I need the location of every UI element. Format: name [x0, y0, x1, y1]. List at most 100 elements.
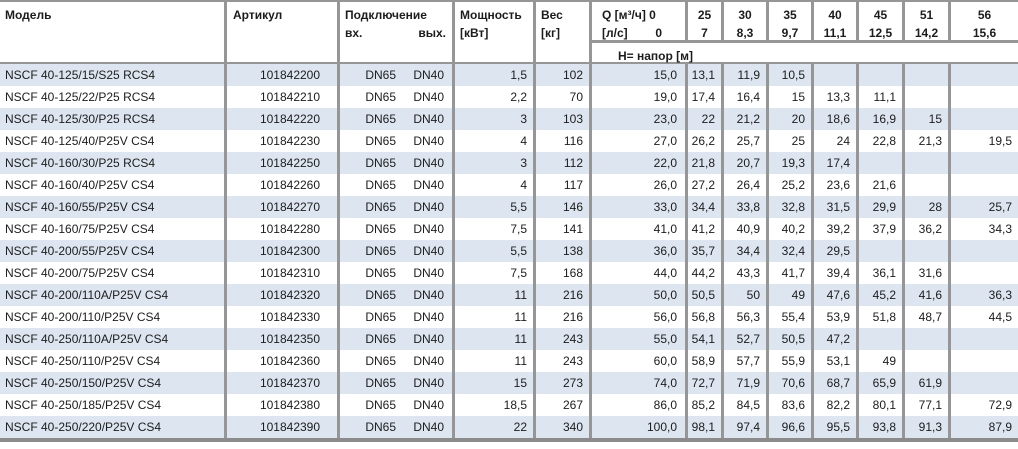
inlet-cell: DN65: [365, 244, 396, 258]
model-cell: NSCF 40-250/110A/P25V CS4: [0, 328, 227, 350]
outlet-cell: DN40: [398, 174, 455, 196]
inlet-cell: DN65: [365, 310, 396, 324]
flow-m3h-value: 40: [828, 8, 842, 22]
head-q0-cell: 74,0: [592, 372, 688, 394]
weight-cell: 273: [536, 372, 592, 394]
table-row: NSCF 40-160/40/P25V CS4 101842260 DN65 D…: [0, 174, 1018, 196]
outlet-cell: DN40: [398, 350, 455, 372]
head-q51-cell: 48,7: [905, 306, 951, 328]
power-cell: 11: [455, 328, 536, 350]
head-q25-cell: 27,2: [688, 174, 724, 196]
head-q0-cell: 44,0: [592, 262, 688, 284]
outlet-cell: DN40: [398, 64, 455, 86]
flow-m3h-value: 56: [977, 8, 992, 22]
head-q30-cell: 25,7: [724, 130, 769, 152]
head-q35-cell: 40,2: [769, 218, 814, 240]
head-q56-cell: [951, 350, 1018, 372]
article-cell: 101842330: [227, 306, 340, 328]
col-header-weight-label: Вес: [541, 8, 563, 22]
head-q30-cell: 40,9: [724, 218, 769, 240]
article-cell: 101842370: [227, 372, 340, 394]
head-q45-cell: 11,1: [859, 86, 905, 108]
head-q51-cell: [905, 152, 951, 174]
power-cell: 7,5: [455, 262, 536, 284]
head-q56-cell: [951, 262, 1018, 284]
table-row: NSCF 40-250/110A/P25V CS4 101842350 DN65…: [0, 328, 1018, 350]
weight-cell: 243: [536, 328, 592, 350]
head-q25-cell: 34,4: [688, 196, 724, 218]
head-q30-cell: 34,4: [724, 240, 769, 262]
head-q35-cell: 41,7: [769, 262, 814, 284]
head-q56-cell: [951, 108, 1018, 130]
head-q56-cell: [951, 152, 1018, 174]
col-header-model: Модель: [0, 2, 227, 62]
power-cell: 1,5: [455, 64, 536, 86]
table-row: NSCF 40-200/75/P25V CS4 101842310 DN65 D…: [0, 262, 1018, 284]
head-q56-cell: [951, 328, 1018, 350]
col-header-connection-label: Подключение: [345, 8, 427, 22]
article-cell: 101842350: [227, 328, 340, 350]
head-q51-cell: 41,6: [905, 284, 951, 306]
flow-m3h-value: 30: [738, 8, 752, 22]
head-q0-cell: 50,0: [592, 284, 688, 306]
head-q30-cell: 20,7: [724, 152, 769, 174]
head-q45-cell: 45,2: [859, 284, 905, 306]
table-row: NSCF 40-160/30/P25 RCS4 101842250 DN65 D…: [0, 152, 1018, 174]
col-header-connection: Подключение вх. вых.: [340, 2, 455, 62]
head-q25-cell: 26,2: [688, 130, 724, 152]
head-q0-cell: 36,0: [592, 240, 688, 262]
head-q0-cell: 33,0: [592, 196, 688, 218]
col-header-flow-56: 56 15,6: [951, 2, 1018, 43]
weight-cell: 216: [536, 284, 592, 306]
head-q35-cell: 25: [769, 130, 814, 152]
flow-ls-value: 8,3: [736, 26, 754, 40]
table-row: NSCF 40-250/110/P25V CS4 101842360 DN65 …: [0, 350, 1018, 372]
head-q0-cell: 26,0: [592, 174, 688, 196]
power-cell: 4: [455, 174, 536, 196]
weight-cell: 340: [536, 416, 592, 438]
head-q45-cell: 36,1: [859, 262, 905, 284]
model-cell: NSCF 40-125/30/P25 RCS4: [0, 108, 227, 130]
head-q56-cell: 72,9: [988, 398, 1012, 412]
table-row: NSCF 40-250/220/P25V CS4 101842390 DN65 …: [0, 416, 1018, 438]
flow-ls-row: [л/с] 0: [602, 24, 662, 42]
head-q56-cell: 44,5: [988, 310, 1012, 324]
head-q30-cell: 16,4: [724, 86, 769, 108]
model-cell: NSCF 40-200/110A/P25V CS4: [0, 284, 227, 306]
head-q35-cell: 49: [769, 284, 814, 306]
head-q25-cell: 54,1: [688, 328, 724, 350]
head-q35-cell: 32,8: [769, 196, 814, 218]
col-header-weight: Вес [кг]: [536, 2, 592, 62]
head-q56-cell: [951, 64, 1018, 86]
head-q51-cell: 91,3: [905, 416, 951, 438]
head-q0-cell: 86,0: [592, 394, 688, 416]
head-q45-cell: 51,8: [859, 306, 905, 328]
head-q40-cell: [814, 64, 859, 86]
outlet-cell: DN40: [398, 394, 455, 416]
model-cell: NSCF 40-160/75/P25V CS4: [0, 218, 227, 240]
flow-m3h-value: 51: [919, 8, 934, 22]
inlet-cell: DN65: [365, 90, 396, 104]
flow-ls-value: 12,5: [868, 26, 893, 40]
inlet-cell: DN65: [365, 376, 396, 390]
table-row: NSCF 40-160/55/P25V CS4 101842270 DN65 D…: [0, 196, 1018, 218]
inlet-cell: DN65: [365, 68, 396, 82]
head-q30-cell: 21,2: [724, 108, 769, 130]
power-cell: 18,5: [455, 394, 536, 416]
table-row: NSCF 40-125/15/S25 RCS4 101842200 DN65 D…: [0, 64, 1018, 86]
model-cell: NSCF 40-250/150/P25V CS4: [0, 372, 227, 394]
head-q0-cell: 56,0: [592, 306, 688, 328]
head-q25-cell: 58,9: [688, 350, 724, 372]
head-q30-cell: 52,7: [724, 328, 769, 350]
article-cell: 101842210: [227, 86, 340, 108]
model-cell: NSCF 40-200/75/P25V CS4: [0, 262, 227, 284]
article-cell: 101842320: [227, 284, 340, 306]
power-cell: 15: [455, 372, 536, 394]
head-q35-cell: 70,6: [769, 372, 814, 394]
head-q25-cell: 13,1: [688, 64, 724, 86]
head-q30-cell: 26,4: [724, 174, 769, 196]
head-q56-cell: [951, 372, 1018, 394]
head-q35-cell: 19,3: [769, 152, 814, 174]
head-q51-cell: 61,9: [905, 372, 951, 394]
